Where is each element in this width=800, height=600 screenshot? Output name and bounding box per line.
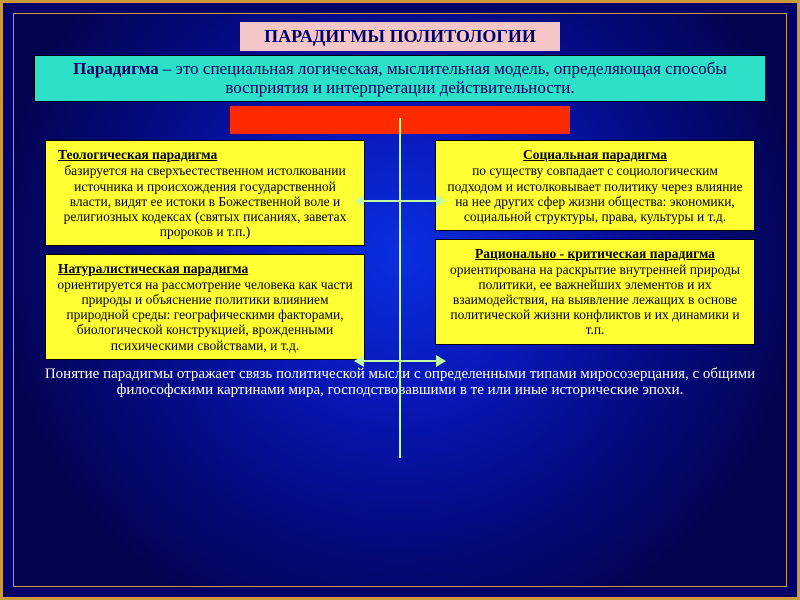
box-heading: Натуралистическая парадигма [54, 261, 356, 276]
box-heading: Социальная парадигма [444, 147, 746, 162]
box-body: ориентирована на раскрытие внутренней пр… [450, 262, 740, 337]
arrow-right-icon [400, 360, 438, 362]
box-body: базируется на сверхъестественном истолко… [64, 163, 347, 238]
box-heading: Теологическая парадигма [54, 147, 356, 162]
right-column: Социальная парадигма по существу совпада… [435, 140, 755, 359]
outer-frame: ПАРАДИГМЫ ПОЛИТОЛОГИИ Парадигма – это сп… [0, 0, 800, 600]
connector-stem [399, 118, 401, 458]
definition-term: Парадигма [73, 59, 159, 78]
inner-panel: ПАРАДИГМЫ ПОЛИТОЛОГИИ Парадигма – это сп… [13, 13, 787, 587]
box-rational: Рационально - критическая парадигма орие… [435, 239, 755, 345]
paradigm-grid: Теологическая парадигма базируется на св… [28, 140, 772, 359]
arrow-right-icon [400, 200, 438, 202]
definition-text: – это специальная логическая, мыслительн… [159, 59, 727, 97]
left-column: Теологическая парадигма базируется на св… [45, 140, 365, 359]
box-body: по существу совпадает с социологическим … [447, 163, 742, 223]
box-body: ориентируется на рассмотрение человека к… [57, 277, 352, 352]
box-theological: Теологическая парадигма базируется на св… [45, 140, 365, 246]
box-heading: Рационально - критическая парадигма [444, 246, 746, 261]
arrow-left-icon [362, 200, 400, 202]
definition-box: Парадигма – это специальная логическая, … [34, 55, 766, 102]
box-naturalistic: Натуралистическая парадигма ориентируетс… [45, 254, 365, 360]
main-title: ПАРАДИГМЫ ПОЛИТОЛОГИИ [240, 22, 560, 51]
box-social: Социальная парадигма по существу совпада… [435, 140, 755, 231]
arrow-left-icon [362, 360, 400, 362]
